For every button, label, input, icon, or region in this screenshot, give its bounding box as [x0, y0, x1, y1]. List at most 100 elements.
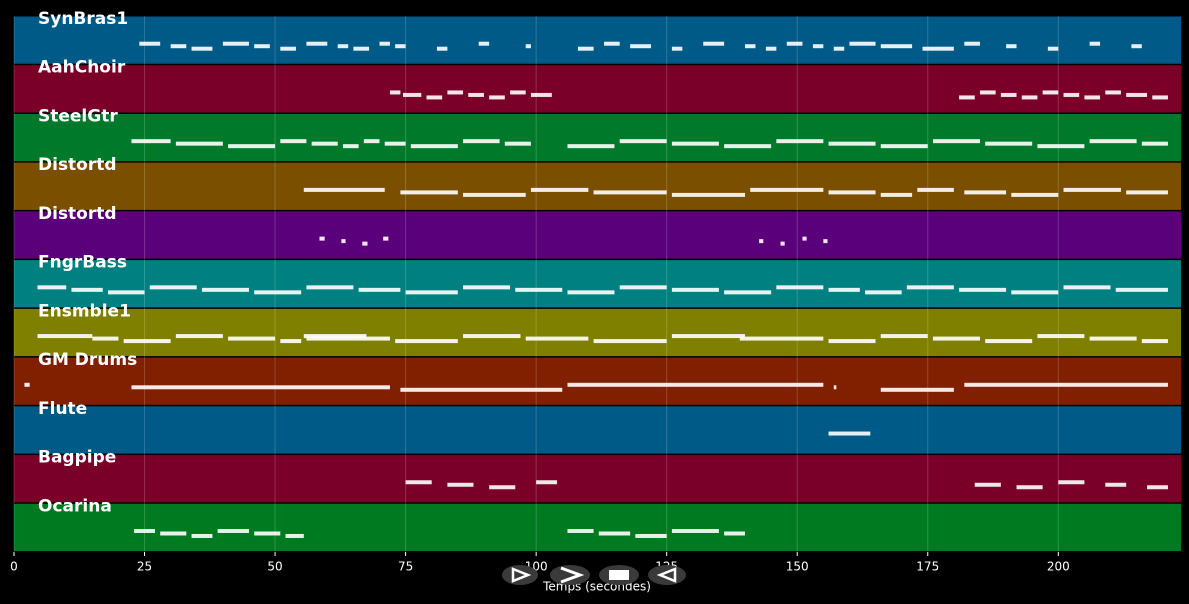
note: [515, 287, 563, 292]
note: [964, 41, 980, 46]
note: [1000, 92, 1017, 97]
note: [530, 92, 552, 97]
track-label: AahChoir: [38, 58, 126, 78]
note: [280, 139, 307, 144]
note: [759, 239, 764, 244]
track-lane: [14, 211, 1181, 259]
note: [776, 285, 824, 290]
note: [765, 46, 777, 51]
note: [964, 190, 1007, 195]
note: [671, 334, 746, 339]
track-label: Flute: [38, 399, 87, 419]
note: [1147, 485, 1168, 490]
note: [510, 90, 526, 95]
note: [123, 339, 171, 344]
note: [1006, 44, 1017, 49]
note: [828, 339, 876, 344]
note: [1016, 485, 1043, 490]
note: [379, 41, 390, 46]
note: [37, 334, 93, 339]
note: [880, 192, 913, 197]
play-button[interactable]: [502, 565, 538, 585]
track-lane: [14, 260, 1181, 308]
note: [567, 144, 615, 149]
track-label: FngrBass: [38, 253, 127, 273]
forward-button[interactable]: [550, 565, 590, 585]
note: [619, 139, 667, 144]
note: [833, 385, 837, 390]
note: [37, 285, 67, 290]
note: [828, 141, 876, 146]
note: [1126, 92, 1148, 97]
note: [504, 141, 531, 146]
note: [400, 190, 458, 195]
note: [319, 236, 325, 241]
note: [217, 528, 249, 533]
note: [833, 46, 845, 51]
note: [149, 285, 197, 290]
note: [724, 290, 772, 295]
note: [463, 192, 526, 197]
note: [959, 95, 975, 100]
note: [405, 480, 432, 485]
stop-button[interactable]: [599, 565, 639, 585]
track-label: SynBras1: [38, 9, 128, 29]
note: [228, 336, 276, 341]
note: [979, 90, 996, 95]
note: [985, 141, 1033, 146]
note: [567, 528, 594, 533]
rewind-button[interactable]: [648, 565, 686, 585]
note: [403, 92, 422, 97]
note: [468, 92, 484, 97]
note: [724, 144, 772, 149]
note: [703, 41, 725, 46]
note: [170, 44, 187, 49]
note: [134, 528, 155, 533]
note: [880, 334, 928, 339]
note: [131, 385, 390, 390]
playback-controls: [502, 565, 686, 585]
note: [175, 141, 223, 146]
note: [139, 41, 161, 46]
note: [776, 139, 824, 144]
note: [489, 485, 516, 490]
note: [880, 44, 913, 49]
note: [107, 290, 145, 295]
note: [630, 44, 652, 49]
note: [932, 139, 980, 144]
note: [1037, 144, 1085, 149]
note: [254, 44, 270, 49]
plot: SynBras1 AahChoir SteelGtr Distortd Distortd…: [10, 9, 1181, 574]
note: [1115, 287, 1168, 292]
note: [964, 382, 1168, 387]
note: [974, 482, 1001, 487]
note: [191, 533, 213, 538]
note: [828, 287, 860, 292]
note: [383, 236, 389, 241]
x-tick-label: 50: [267, 560, 282, 574]
note: [191, 46, 213, 51]
track-label: Distortd: [38, 155, 117, 175]
note: [530, 187, 589, 192]
note: [228, 144, 276, 149]
track-lane: [14, 308, 1181, 357]
track-lane: [14, 455, 1181, 503]
note: [1063, 285, 1111, 290]
note: [280, 46, 296, 51]
note: [1126, 190, 1168, 195]
note: [1141, 339, 1168, 344]
note: [1063, 92, 1080, 97]
track-lane: [14, 503, 1181, 551]
track-label: Distortd: [38, 204, 117, 224]
note: [917, 187, 954, 192]
note: [567, 290, 615, 295]
track-lane: [14, 65, 1181, 113]
note: [306, 285, 354, 290]
note: [865, 290, 902, 295]
note: [567, 382, 824, 387]
note: [959, 287, 1007, 292]
note: [306, 336, 390, 341]
x-tick-label: 200: [1047, 560, 1070, 574]
note: [635, 533, 667, 538]
note: [254, 290, 302, 295]
